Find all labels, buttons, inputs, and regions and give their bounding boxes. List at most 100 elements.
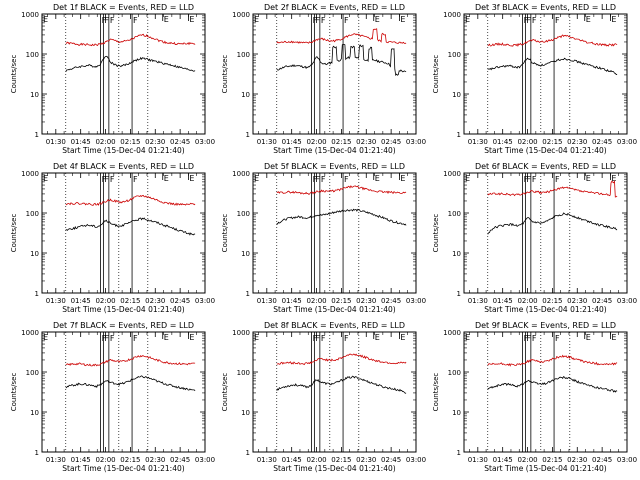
y-tick-label: 100 [448,210,461,218]
x-tick-label: 02:15 [120,138,140,146]
eclipse-start-label: E [254,333,259,342]
flare-marker-label: F [133,175,138,184]
eclipse-marker-label: E [189,174,194,183]
flare-marker-label: F [524,16,529,25]
plot-frame [41,13,206,135]
events-series-line [276,375,407,394]
detector-panel-3: Det 3f BLACK = Events, RED = LLD 1 10 100 10… [432,3,637,155]
y-axis-label: Counts/sec [10,373,18,412]
eclipse-marker-label: E [189,15,194,24]
plot-frame [41,172,206,294]
lld-series-line [276,353,407,366]
plot-frame [252,13,417,135]
panel-title: Det 8f BLACK = Events, RED = LLD [264,321,405,330]
y-tick-label: 10 [452,250,461,258]
flare-marker-label: F [104,16,109,25]
flare-marker-label: F [532,334,537,343]
flare-marker-label: F [555,16,560,25]
eclipse-marker-label: E [375,15,380,24]
x-axis-label: Start Time (15-Dec-04 01:21:40) [273,464,395,473]
y-tick-label: 1 [457,131,461,139]
flare-marker-label: F [110,16,115,25]
y-tick-label: 10 [452,91,461,99]
flare-marker-label: F [133,334,138,343]
eclipse-start-label: E [43,333,48,342]
x-tick-label: 03:00 [195,297,215,305]
x-tick-label: 02:15 [542,297,562,305]
x-tick-label: 02:15 [331,138,351,146]
x-tick-label: 01:45 [493,456,513,464]
y-tick-label: 1000 [21,329,39,337]
y-tick-label: 1 [246,449,250,457]
x-tick-label: 02:30 [567,297,587,305]
events-series-line [487,212,618,235]
plot-frame [463,172,628,294]
panel-title: Det 7f BLACK = Events, RED = LLD [53,321,194,330]
eclipse-marker-label: E [586,333,591,342]
y-axis-label: Counts/sec [221,214,229,253]
y-tick-label: 1 [246,131,250,139]
eclipse-start-label: E [254,174,259,183]
y-tick-label: 10 [30,409,39,417]
eclipse-marker-label: E [189,333,194,342]
eclipse-marker-label: E [375,333,380,342]
x-tick-label: 02:30 [145,297,165,305]
eclipse-marker-label: E [611,333,616,342]
x-tick-label: 01:45 [71,297,91,305]
y-tick-label: 100 [448,51,461,59]
x-tick-label: 01:30 [46,456,66,464]
y-tick-label: 100 [448,369,461,377]
x-tick-label: 02:00 [306,297,326,305]
x-axis-label: Start Time (15-Dec-04 01:21:40) [62,146,184,155]
x-tick-label: 03:00 [195,138,215,146]
y-tick-label: 1000 [443,329,461,337]
flare-marker-label: F [321,175,326,184]
flare-marker-label: F [532,16,537,25]
flare-marker-label: F [313,16,318,25]
y-tick-label: 1 [457,290,461,298]
x-tick-label: 01:30 [46,138,66,146]
y-tick-label: 10 [241,409,250,417]
x-tick-label: 02:30 [356,297,376,305]
x-tick-label: 02:30 [356,138,376,146]
flare-marker-label: F [313,175,318,184]
events-series-line [276,44,407,76]
x-tick-label: 02:00 [306,138,326,146]
x-tick-label: 03:00 [406,297,426,305]
lld-series-line [487,34,618,47]
x-tick-label: 02:45 [381,138,401,146]
y-axis-label: Counts/sec [10,55,18,94]
x-tick-label: 01:30 [46,297,66,305]
x-tick-label: 02:30 [145,456,165,464]
x-tick-label: 02:00 [95,456,115,464]
x-tick-label: 01:45 [282,456,302,464]
flare-marker-label: F [344,175,349,184]
x-tick-label: 01:30 [468,297,488,305]
x-tick-label: 03:00 [617,297,637,305]
y-tick-label: 1000 [443,11,461,19]
y-tick-label: 1 [35,131,39,139]
flare-marker-label: F [102,175,107,184]
y-tick-label: 1 [35,449,39,457]
eclipse-marker-label: E [400,333,405,342]
events-series-line [65,55,196,72]
y-axis-label: Counts/sec [432,373,440,412]
y-tick-label: 100 [26,51,39,59]
events-series-line [276,208,407,226]
detector-panel-9: Det 9f BLACK = Events, RED = LLD 1 10 100 10… [432,321,637,473]
x-axis-label: Start Time (15-Dec-04 01:21:40) [273,305,395,314]
x-tick-label: 02:30 [567,138,587,146]
panel-title: Det 1f BLACK = Events, RED = LLD [53,3,194,12]
y-tick-label: 100 [26,210,39,218]
x-tick-label: 01:45 [71,456,91,464]
flare-marker-label: F [102,334,107,343]
flare-marker-label: F [315,334,320,343]
eclipse-marker-label: E [611,15,616,24]
lld-series-line [487,179,618,198]
x-tick-label: 03:00 [406,138,426,146]
y-axis-label: Counts/sec [221,373,229,412]
x-axis-label: Start Time (15-Dec-04 01:21:40) [484,146,606,155]
eclipse-marker-label: E [400,174,405,183]
y-tick-label: 1 [35,290,39,298]
x-tick-label: 01:45 [493,138,513,146]
